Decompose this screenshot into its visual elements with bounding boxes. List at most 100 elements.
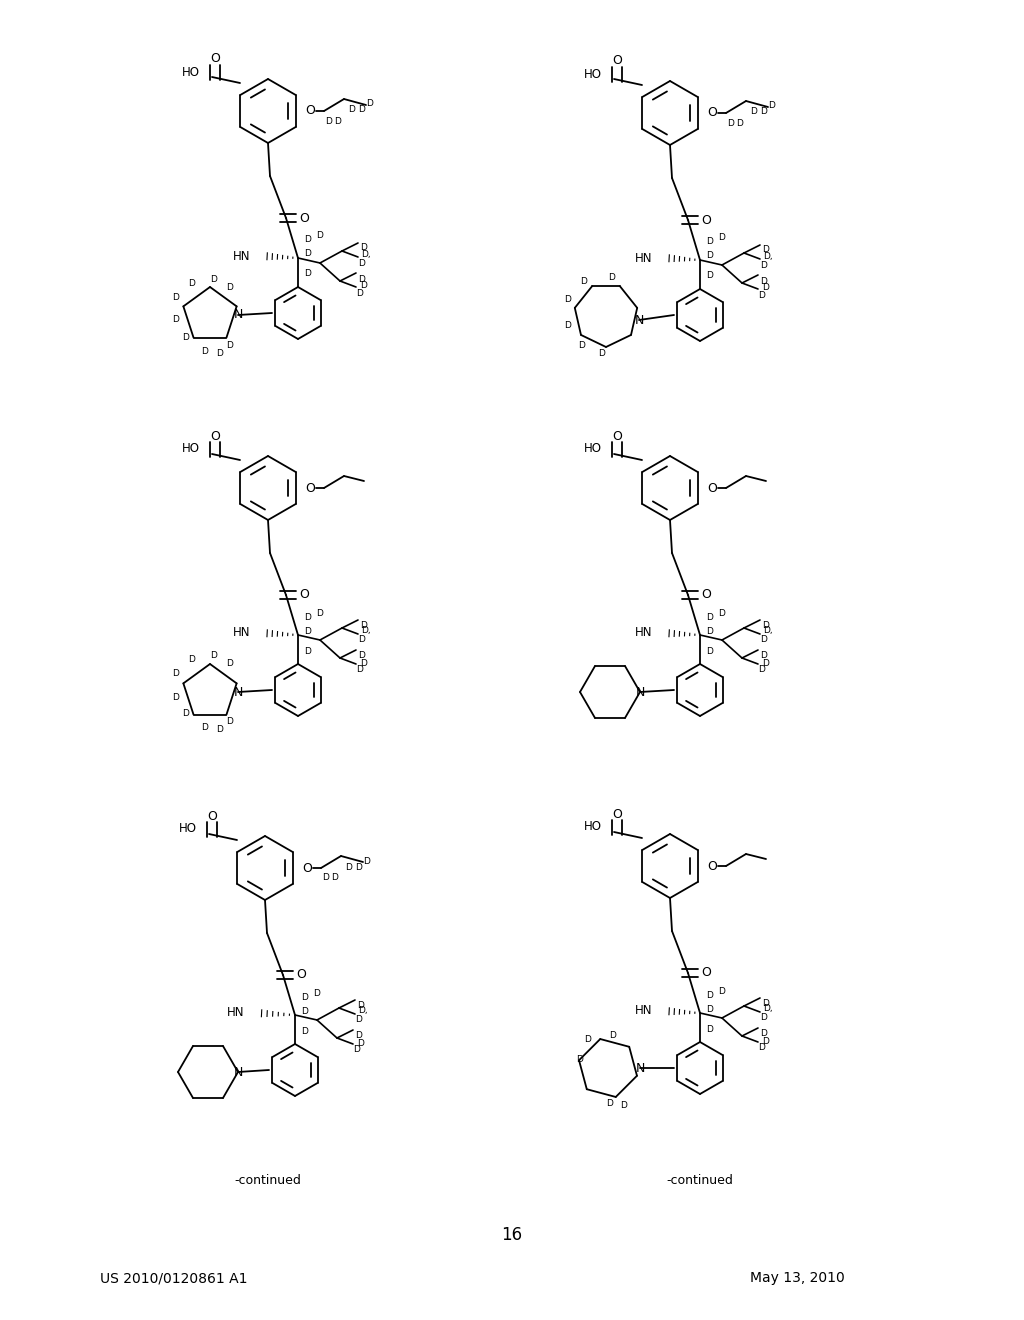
Text: D: D bbox=[358, 635, 366, 644]
Text: D: D bbox=[360, 243, 368, 252]
Text: D: D bbox=[761, 635, 767, 644]
Text: D: D bbox=[761, 107, 767, 116]
Text: O: O bbox=[612, 429, 622, 442]
Text: D: D bbox=[313, 989, 321, 998]
Text: D: D bbox=[216, 348, 223, 358]
Text: D: D bbox=[356, 289, 364, 297]
Text: O: O bbox=[707, 859, 717, 873]
Text: D: D bbox=[304, 647, 311, 656]
Text: D: D bbox=[211, 652, 217, 660]
Text: HO: HO bbox=[584, 442, 602, 455]
Text: D: D bbox=[707, 647, 714, 656]
Text: D: D bbox=[759, 665, 765, 675]
Text: D: D bbox=[358, 275, 366, 284]
Text: D: D bbox=[761, 1014, 767, 1023]
Text: N: N bbox=[233, 309, 243, 322]
Text: HO: HO bbox=[179, 822, 197, 836]
Text: D: D bbox=[577, 1056, 584, 1064]
Text: D: D bbox=[719, 609, 725, 618]
Text: D: D bbox=[173, 315, 179, 325]
Text: O: O bbox=[305, 482, 315, 495]
Text: HO: HO bbox=[182, 442, 200, 455]
Text: D: D bbox=[357, 1039, 365, 1048]
Text: D: D bbox=[707, 612, 714, 622]
Text: D: D bbox=[761, 260, 767, 269]
Text: D: D bbox=[226, 660, 233, 668]
Text: D: D bbox=[759, 290, 765, 300]
Text: O: O bbox=[612, 54, 622, 67]
Text: D: D bbox=[759, 1044, 765, 1052]
Text: D: D bbox=[304, 627, 311, 635]
Text: D: D bbox=[707, 252, 714, 260]
Text: HN: HN bbox=[232, 249, 250, 263]
Text: HO: HO bbox=[584, 67, 602, 81]
Text: D: D bbox=[216, 726, 223, 734]
Text: D: D bbox=[182, 333, 189, 342]
Text: HO: HO bbox=[182, 66, 200, 78]
Text: D: D bbox=[564, 321, 571, 330]
Text: D: D bbox=[335, 116, 341, 125]
Text: D: D bbox=[188, 656, 196, 664]
Text: O: O bbox=[701, 589, 711, 602]
Text: O: O bbox=[207, 809, 217, 822]
Text: D: D bbox=[707, 627, 714, 635]
Text: D: D bbox=[707, 1005, 714, 1014]
Text: D: D bbox=[326, 116, 333, 125]
Text: D: D bbox=[728, 119, 734, 128]
Text: D: D bbox=[719, 986, 725, 995]
Text: D: D bbox=[707, 1024, 714, 1034]
Text: D: D bbox=[719, 234, 725, 243]
Text: O: O bbox=[612, 808, 622, 821]
Text: O: O bbox=[299, 211, 309, 224]
Text: O: O bbox=[210, 429, 220, 442]
Text: D: D bbox=[202, 346, 209, 355]
Text: O: O bbox=[701, 214, 711, 227]
Text: D: D bbox=[226, 282, 233, 292]
Text: D,: D, bbox=[358, 1006, 368, 1015]
Text: D: D bbox=[182, 710, 189, 718]
Text: D: D bbox=[564, 294, 571, 304]
Text: D: D bbox=[357, 1001, 365, 1010]
Text: D: D bbox=[707, 238, 714, 247]
Text: D: D bbox=[226, 718, 233, 726]
Text: D: D bbox=[763, 620, 769, 630]
Text: D: D bbox=[761, 1030, 767, 1039]
Text: -continued: -continued bbox=[667, 1173, 733, 1187]
Text: D: D bbox=[606, 1100, 613, 1109]
Text: D,: D, bbox=[763, 627, 773, 635]
Text: May 13, 2010: May 13, 2010 bbox=[750, 1271, 845, 1284]
Text: HN: HN bbox=[635, 252, 652, 264]
Text: US 2010/0120861 A1: US 2010/0120861 A1 bbox=[100, 1271, 248, 1284]
Text: D: D bbox=[621, 1101, 628, 1110]
Text: D: D bbox=[304, 235, 311, 244]
Text: D: D bbox=[360, 281, 368, 290]
Text: D: D bbox=[763, 659, 769, 668]
Text: D: D bbox=[763, 246, 769, 255]
Text: O: O bbox=[707, 107, 717, 120]
Text: D: D bbox=[763, 284, 769, 293]
Text: D: D bbox=[304, 249, 311, 259]
Text: D: D bbox=[355, 1031, 362, 1040]
Text: D: D bbox=[599, 348, 605, 358]
Text: HO: HO bbox=[584, 821, 602, 833]
Text: D: D bbox=[353, 1045, 360, 1055]
Text: N: N bbox=[635, 685, 645, 698]
Text: D,: D, bbox=[763, 1005, 773, 1014]
Text: D: D bbox=[304, 612, 311, 622]
Text: D: D bbox=[188, 279, 196, 288]
Text: D: D bbox=[332, 874, 339, 883]
Text: D: D bbox=[736, 119, 743, 128]
Text: D: D bbox=[367, 99, 374, 108]
Text: O: O bbox=[305, 104, 315, 117]
Text: D: D bbox=[173, 693, 179, 701]
Text: D: D bbox=[609, 1031, 616, 1040]
Text: D: D bbox=[608, 272, 615, 281]
Text: N: N bbox=[634, 314, 644, 326]
Text: D,: D, bbox=[361, 249, 371, 259]
Text: D,: D, bbox=[763, 252, 773, 260]
Text: D: D bbox=[173, 293, 179, 301]
Text: D: D bbox=[579, 341, 586, 350]
Text: -continued: -continued bbox=[234, 1173, 301, 1187]
Text: D: D bbox=[348, 106, 355, 115]
Text: O: O bbox=[302, 862, 312, 874]
